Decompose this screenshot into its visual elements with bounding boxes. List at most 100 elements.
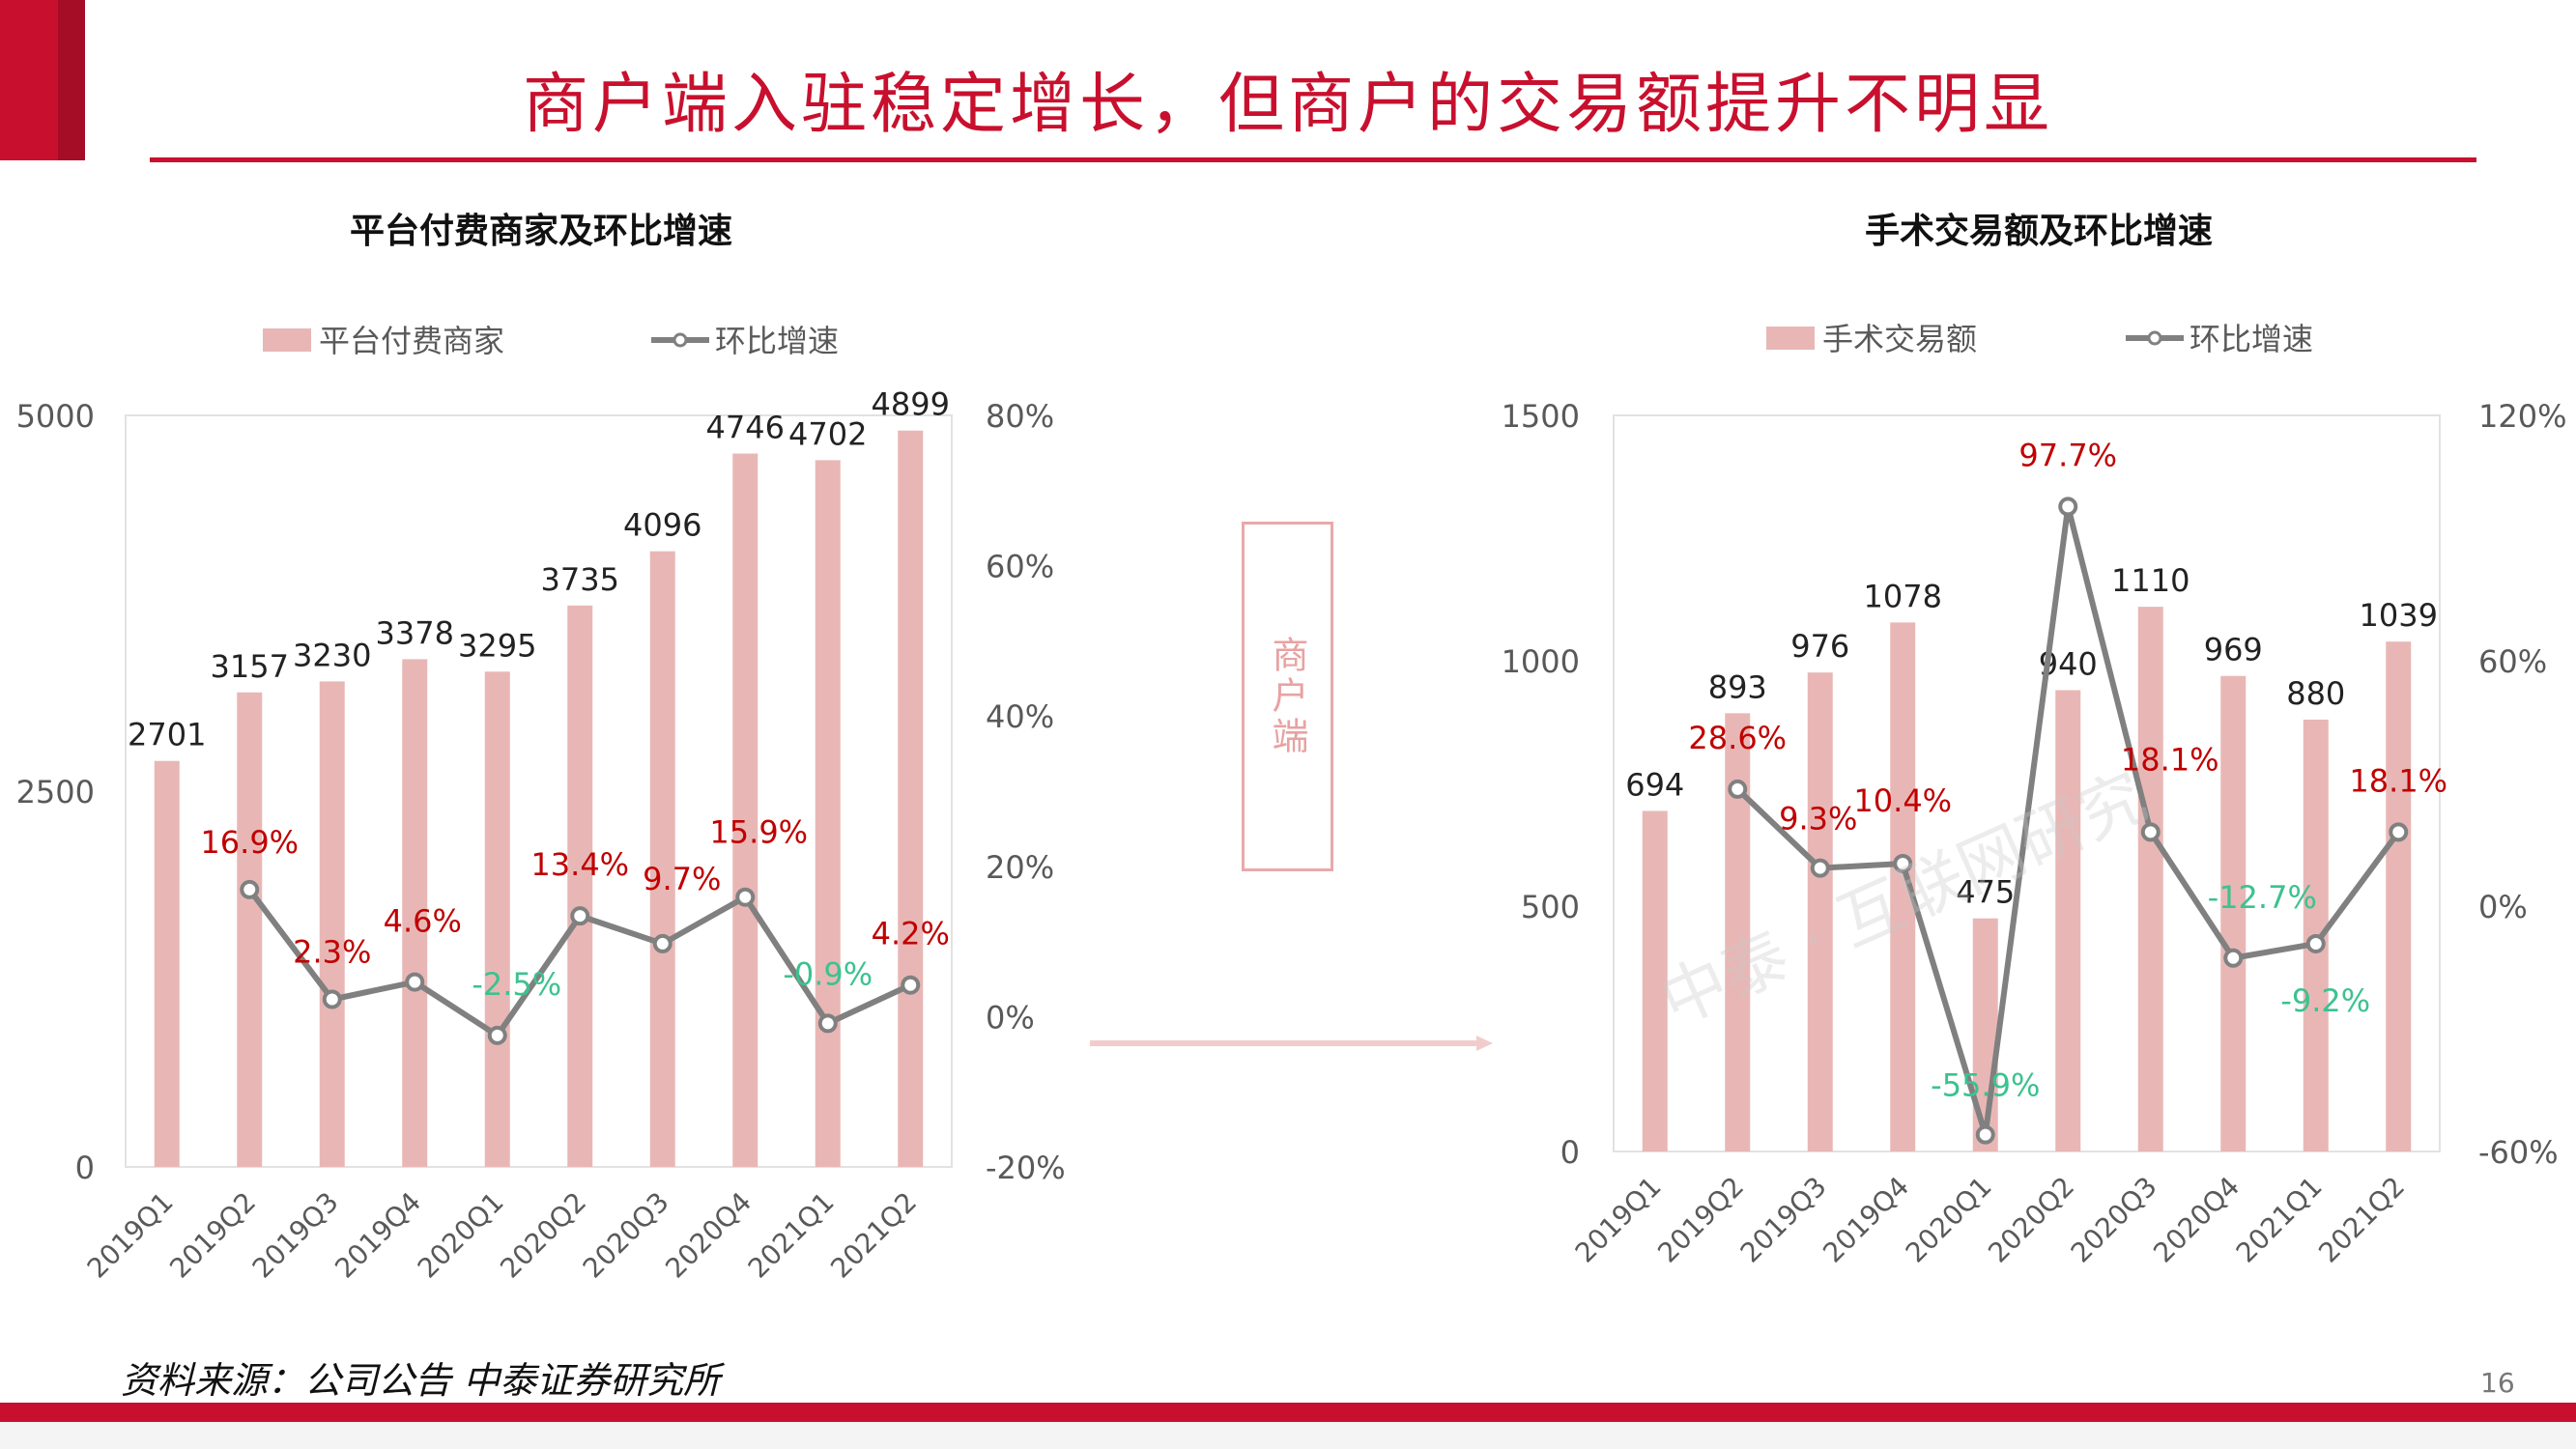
chart1-bar <box>402 659 428 1167</box>
chart1-growth-point <box>322 989 342 1009</box>
chart2-growth-label: -12.7% <box>2208 879 2317 916</box>
chart2-growth-label: 18.1% <box>2349 762 2447 799</box>
chart2-bar-value-label: 475 <box>1956 874 2015 911</box>
chart2-growth-point <box>2305 933 2326 953</box>
chart2-growth-label: 18.1% <box>2121 741 2219 778</box>
title-divider <box>150 157 2476 162</box>
chart1-growth-label: -2.5% <box>472 966 561 1003</box>
chart1-legend-bar-swatch <box>263 328 311 352</box>
chart2-right-tick-label: 120% <box>2478 398 2566 435</box>
chart2-growth-label: -9.2% <box>2280 982 2370 1019</box>
chart1-legend-line-label: 环比增速 <box>715 323 839 359</box>
chart2-growth-point <box>2140 822 2161 842</box>
chart2-growth-label: 10.4% <box>1853 782 1952 819</box>
chart2-growth-label: 97.7% <box>2018 437 2117 473</box>
chart1-growth-label: 15.9% <box>709 814 808 851</box>
chart2-growth-label: 9.3% <box>1779 801 1857 838</box>
chart2-bar-value-label: 976 <box>1790 628 1849 665</box>
chart2-growth-label: -55.9% <box>1931 1067 2040 1104</box>
chart1-bar <box>154 760 180 1167</box>
chart2-bar-value-label: 1078 <box>1864 578 1942 614</box>
chart2-growth-point <box>1975 1124 1995 1145</box>
chart1-growth-label: 2.3% <box>293 934 371 971</box>
chart2-bar <box>1807 672 1833 1151</box>
chart1-bar-value-label: 4096 <box>623 507 701 544</box>
chart1-left-tick-label: 0 <box>75 1150 95 1186</box>
chart2-title: 手术交易额及环比增速 <box>1864 212 2213 251</box>
chart2-bar-value-label: 694 <box>1625 766 1684 803</box>
chart2-growth-point <box>2058 497 2078 517</box>
chart2-bar-value-label: 1110 <box>2111 562 2190 599</box>
chart1-right-tick-label: 0% <box>986 999 1035 1036</box>
chart2-legend-line-label: 环比增速 <box>2190 321 2313 357</box>
chart1-title: 平台付费商家及环比增速 <box>349 212 732 251</box>
chart1-bar <box>484 671 510 1167</box>
chart1-right-tick-label: -20% <box>986 1150 1066 1186</box>
chart1-plot-frame <box>125 414 953 1168</box>
chart1-bar <box>898 430 924 1168</box>
chart2-bar-value-label: 880 <box>2286 675 2345 712</box>
page-number: 16 <box>2480 1367 2515 1399</box>
chart2-bar <box>1642 810 1668 1151</box>
chart2-bar <box>2220 675 2247 1151</box>
chart1-right-tick-label: 60% <box>986 549 1054 585</box>
chart1-growth-label: 4.2% <box>872 916 950 952</box>
chart2-growth-label: 28.6% <box>1688 720 1787 756</box>
chart2-plot-frame <box>1613 414 2441 1152</box>
chart1-growth-point <box>240 879 260 899</box>
chart1-growth-point <box>570 906 590 926</box>
chart2-growth-point <box>2389 822 2409 842</box>
chart2-growth-point <box>1810 858 1830 878</box>
chart2-right-tick-label: -60% <box>2478 1134 2559 1171</box>
chart1-right-tick-label: 20% <box>986 849 1054 886</box>
merchant-side-label-box: 商户端 <box>1242 522 1333 871</box>
chart1-growth-label: 16.9% <box>200 824 299 861</box>
chart1-bar <box>815 460 841 1168</box>
chart1-bar-value-label: 3735 <box>541 561 619 598</box>
chart1-left-tick-label: 5000 <box>16 398 95 435</box>
chart1-growth-label: -0.9% <box>783 955 873 992</box>
chart1-bar-value-label: 4702 <box>788 415 867 452</box>
footer-bar <box>0 1403 2576 1422</box>
chart1-growth-label: 9.7% <box>643 861 721 897</box>
chart1-legend-line-marker <box>673 332 688 348</box>
chart1-legend-bar-label: 平台付费商家 <box>319 323 504 359</box>
chart2-legend-line-marker <box>2147 330 2162 346</box>
chart2-left-tick-label: 1000 <box>1502 643 1580 680</box>
chart2-left-tick-label: 1500 <box>1502 398 1580 435</box>
chart1-bar <box>319 681 345 1167</box>
chart1-bar <box>649 551 675 1167</box>
chart1-left-tick-label: 2500 <box>16 774 95 810</box>
chart2-bar <box>2055 690 2081 1151</box>
chart2-bar <box>2386 641 2412 1151</box>
chart1-growth-point <box>735 887 756 907</box>
chart2-left-tick-label: 0 <box>1560 1134 1580 1171</box>
source-note: 资料来源：公司公告 中泰证券研究所 <box>121 1359 721 1402</box>
chart2-growth-point <box>2223 948 2244 968</box>
chart1-growth-label: 4.6% <box>384 903 462 940</box>
chart1-bar-value-label: 4746 <box>706 410 785 446</box>
chart2-growth-point <box>1893 853 1913 873</box>
chart2-bar <box>2137 607 2163 1151</box>
chart2-growth-point <box>1728 779 1748 799</box>
chart2-legend-bar-swatch <box>1766 327 1815 350</box>
chart2-bar-value-label: 893 <box>1708 668 1767 705</box>
chart1-growth-point <box>817 1013 838 1034</box>
corner-accent-block <box>0 0 85 160</box>
chart1-bar <box>237 692 263 1167</box>
chart1-right-tick-label: 40% <box>986 698 1054 735</box>
chart1-bar-value-label: 3378 <box>376 614 454 651</box>
chart1-bar-value-label: 4899 <box>872 386 950 423</box>
chart2-left-tick-label: 500 <box>1521 889 1580 925</box>
chart1-growth-point <box>487 1025 507 1045</box>
chart1-bar <box>567 605 593 1167</box>
chart1-bar-value-label: 3295 <box>458 627 536 664</box>
chart1-bar-value-label: 3230 <box>293 637 371 673</box>
chart1-bar <box>732 453 758 1167</box>
page-title: 商户端入驻稳定增长，但商户的交易额提升不明显 <box>522 67 2053 143</box>
chart1-growth-point <box>901 975 921 995</box>
chart1-growth-point <box>405 972 425 992</box>
merchant-side-label: 商户端 <box>1266 636 1308 757</box>
